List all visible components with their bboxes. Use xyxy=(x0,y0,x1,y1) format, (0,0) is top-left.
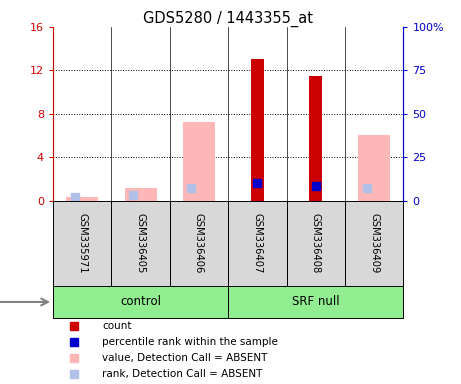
Text: GSM336406: GSM336406 xyxy=(194,213,204,273)
Bar xyxy=(66,197,98,200)
Bar xyxy=(345,200,403,286)
Bar xyxy=(53,200,112,286)
Bar xyxy=(112,200,170,286)
Text: GSM336408: GSM336408 xyxy=(311,213,321,273)
Bar xyxy=(358,136,390,200)
Bar xyxy=(183,122,215,200)
Bar xyxy=(287,200,345,286)
Text: value, Detection Call = ABSENT: value, Detection Call = ABSENT xyxy=(102,353,267,363)
Text: GSM336407: GSM336407 xyxy=(252,213,262,273)
Bar xyxy=(170,200,228,286)
Text: count: count xyxy=(102,321,131,331)
Text: control: control xyxy=(120,295,161,308)
Text: GSM336409: GSM336409 xyxy=(369,213,379,273)
Bar xyxy=(251,60,264,200)
Text: SRF null: SRF null xyxy=(292,295,340,308)
Text: GSM335971: GSM335971 xyxy=(77,213,87,273)
Text: percentile rank within the sample: percentile rank within the sample xyxy=(102,337,278,347)
Title: GDS5280 / 1443355_at: GDS5280 / 1443355_at xyxy=(143,11,313,27)
Bar xyxy=(124,188,157,200)
Bar xyxy=(228,286,403,318)
Text: genotype/variation: genotype/variation xyxy=(0,297,48,307)
Bar xyxy=(309,76,322,200)
Text: GSM336405: GSM336405 xyxy=(136,213,146,273)
Text: rank, Detection Call = ABSENT: rank, Detection Call = ABSENT xyxy=(102,369,262,379)
Bar xyxy=(53,286,228,318)
Bar xyxy=(228,200,287,286)
